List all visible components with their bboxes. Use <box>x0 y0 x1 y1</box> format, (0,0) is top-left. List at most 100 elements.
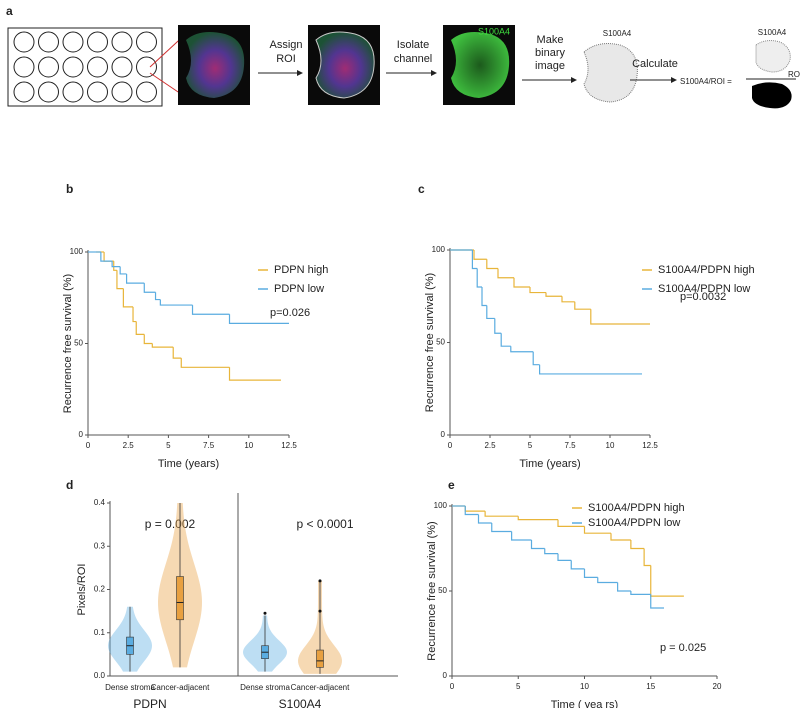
tissue <box>186 32 245 98</box>
y-tick-label: 100 <box>432 245 446 254</box>
survival-step <box>486 305 495 320</box>
legend-label: S100A4/PDPN high <box>658 264 755 276</box>
x-tick-label: 5 <box>528 441 533 450</box>
survival-step <box>557 553 572 561</box>
x-tick-label: 15 <box>646 682 655 691</box>
p-value: p = 0.025 <box>660 642 706 654</box>
binary-image <box>583 43 638 103</box>
y-tick-label: 50 <box>438 586 447 595</box>
p-value: p < 0.0001 <box>296 517 353 531</box>
well <box>111 31 133 53</box>
well <box>13 81 35 103</box>
survival-step <box>610 533 631 541</box>
p-value: p = 0.002 <box>145 517 196 531</box>
survival-step <box>517 516 558 521</box>
box <box>316 649 324 668</box>
step-label: Calculate <box>632 58 678 70</box>
step-label: Isolate <box>397 39 429 51</box>
x-tick-label: 0 <box>450 682 455 691</box>
step-label: ROI <box>276 53 296 65</box>
survival-step <box>650 594 664 609</box>
p-value: p=0.026 <box>270 307 310 319</box>
step-label: Assign <box>269 39 302 51</box>
well <box>111 56 133 78</box>
survival-step <box>491 523 512 533</box>
survival-step <box>476 268 482 288</box>
well <box>13 56 35 78</box>
survival-step <box>103 252 114 262</box>
survival-step <box>590 309 650 325</box>
legend-label: S100A4/PDPN low <box>588 517 680 529</box>
well <box>87 56 108 78</box>
survival-step <box>464 506 479 516</box>
survival-step <box>477 514 492 524</box>
survival-step <box>583 526 611 534</box>
survival-step <box>143 334 153 345</box>
legend-label: PDPN low <box>274 283 324 295</box>
panel-a: a Assign ROI Isolate channel S100A4 Make… <box>6 4 800 109</box>
well <box>62 56 84 78</box>
x-tick-label: 7.5 <box>203 441 215 450</box>
roi-outline <box>315 31 375 99</box>
survival-step <box>481 287 487 307</box>
x-tick-label: 10 <box>580 682 589 691</box>
y-tick-label: 50 <box>436 338 445 347</box>
survival-step <box>544 548 558 555</box>
legend-label: S100A4/PDPN high <box>588 502 685 514</box>
survival-step <box>650 565 684 597</box>
legend-label: S100A4/PDPN low <box>658 283 750 295</box>
binary-label: S100A4 <box>603 29 632 38</box>
survival-step <box>228 367 281 381</box>
x-tick-label: 0 <box>86 441 91 450</box>
well <box>136 81 157 103</box>
survival-step <box>530 540 545 550</box>
x-axis-label: Time (years) <box>158 458 219 470</box>
survival-step <box>172 347 182 359</box>
survival-step <box>119 266 127 275</box>
x-tick-label: Cancer-adjacent <box>151 683 210 692</box>
well <box>38 31 59 53</box>
survival-step <box>510 346 534 353</box>
x-axis-label: Time ( yea rs) <box>551 699 618 708</box>
survival-step <box>630 591 651 595</box>
survival-step <box>228 314 289 324</box>
outlier <box>318 609 322 613</box>
numerator-image <box>755 40 791 73</box>
survival-step <box>473 250 487 260</box>
well <box>13 31 35 53</box>
denominator: ROI <box>788 70 800 79</box>
step-label: binary <box>535 47 565 59</box>
y-tick-label: 0 <box>441 430 446 439</box>
survival-step <box>557 519 585 527</box>
survival-step <box>486 259 498 270</box>
survival-step <box>125 273 145 284</box>
well <box>62 81 84 103</box>
y-tick-label: 0.3 <box>94 541 106 550</box>
survival-step <box>116 270 124 290</box>
x-tick-label: Cancer-adjacent <box>291 683 350 692</box>
panel-letter: d <box>66 478 73 492</box>
survival-step <box>494 318 502 334</box>
survival-step <box>643 548 651 567</box>
group-label: PDPN <box>133 697 166 708</box>
well <box>62 31 84 53</box>
y-tick-label: 50 <box>74 339 83 348</box>
survival-step <box>513 277 530 288</box>
y-axis-label: Pixels/ROI <box>76 564 88 616</box>
outlier <box>318 579 322 583</box>
panel-letter: b <box>66 182 73 196</box>
survival-step <box>617 582 631 592</box>
x-tick-label: 10 <box>244 441 253 450</box>
survival-step <box>574 301 591 310</box>
panel-letter: a <box>6 4 13 18</box>
outlier <box>263 611 267 615</box>
ratio-label: S100A4/ROI = <box>680 77 732 86</box>
y-axis-label: Recurrence free survival (%) <box>426 521 438 660</box>
x-tick-label: 20 <box>713 682 722 691</box>
panel-letter: c <box>418 182 425 196</box>
survival-step <box>143 283 156 293</box>
x-tick-label: 5 <box>166 441 171 450</box>
well <box>111 81 133 103</box>
step-label: Make <box>537 34 564 46</box>
